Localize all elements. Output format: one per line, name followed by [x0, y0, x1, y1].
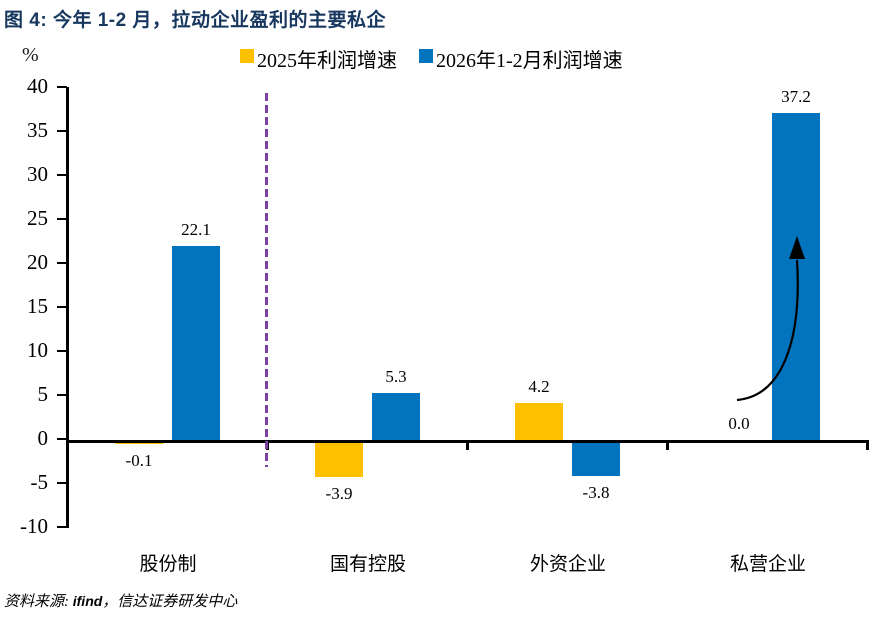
- y-axis-tick: [57, 130, 67, 132]
- y-axis-tick-label: 0: [37, 426, 49, 450]
- x-axis-category-label: 私营企业: [729, 554, 806, 575]
- legend-label: 2025年利润增速: [257, 50, 397, 72]
- bar-value-label: 22.1: [181, 219, 211, 239]
- y-axis-tick: [57, 526, 67, 528]
- bar-value-label: 37.2: [781, 86, 811, 106]
- bar-value-label: -3.8: [582, 483, 610, 503]
- y-axis-tick-label: 25: [27, 206, 48, 230]
- y-axis-tick: [57, 394, 67, 396]
- bar-value-label: 5.3: [385, 367, 407, 387]
- y-axis-tick-label: 15: [27, 294, 48, 318]
- bar-value-label: -3.9: [325, 484, 353, 504]
- y-axis-tick-label: -5: [30, 470, 49, 494]
- bar-series1-cat3: [772, 112, 820, 440]
- source-note: 资料来源: ifind，信达证券研发中心: [4, 590, 237, 611]
- y-axis-tick: [57, 218, 67, 220]
- source-name: ifind: [72, 593, 103, 609]
- legend-swatch-icon: [419, 49, 433, 63]
- source-prefix: 资料来源:: [4, 594, 73, 610]
- y-axis-tick: [57, 438, 67, 440]
- x-axis-tick: [666, 440, 669, 450]
- y-axis-tick-label: 5: [37, 382, 49, 406]
- x-axis-tick: [866, 440, 869, 450]
- x-axis-category-label: 股份制: [139, 554, 197, 575]
- bar-value-label: -0.1: [125, 450, 153, 470]
- y-axis-line: [66, 87, 69, 528]
- y-axis-tick: [57, 262, 67, 264]
- y-axis-tick-label: 20: [27, 250, 48, 274]
- x-axis-category-label: 国有控股: [329, 554, 406, 575]
- legend-item-1[interactable]: 2026年1-2月利润增速: [419, 44, 623, 73]
- y-axis-tick-label: 35: [27, 118, 48, 142]
- y-axis-unit-label: %: [22, 44, 39, 66]
- x-axis-tick: [466, 440, 469, 450]
- y-axis-tick-label: 30: [27, 162, 48, 186]
- legend-label: 2026年1-2月利润增速: [436, 50, 623, 72]
- x-axis-category-label: 外资企业: [529, 554, 606, 575]
- source-suffix: ，信达证券研发中心: [102, 594, 238, 610]
- bar-series1-cat0: [172, 245, 220, 440]
- y-axis-tick: [57, 86, 67, 88]
- legend-swatch-icon: [240, 49, 254, 63]
- legend-item-0[interactable]: 2025年利润增速: [240, 44, 397, 73]
- y-axis-tick: [57, 174, 67, 176]
- bar-series0-cat2: [515, 403, 563, 440]
- bar-series0-cat0: [115, 443, 163, 444]
- growth-arrow-icon: [712, 226, 827, 416]
- bar-value-label: 0.0: [728, 414, 750, 433]
- y-axis-tick: [57, 350, 67, 352]
- bar-series1-cat1: [372, 393, 420, 440]
- bar-series0-cat1: [315, 443, 363, 478]
- chart-title: 图 4: 今年 1-2 月，拉动企业盈利的主要私企: [4, 10, 386, 31]
- y-axis-tick: [57, 306, 67, 308]
- dashed-separator-line: [265, 93, 268, 467]
- chart-legend: 2025年利润增速 2026年1-2月利润增速: [240, 44, 623, 73]
- bar-value-label: 4.2: [528, 377, 550, 397]
- y-axis-tick-label: 40: [27, 74, 48, 98]
- y-axis-tick-label: -10: [20, 514, 48, 538]
- y-axis-tick: [57, 482, 67, 484]
- y-axis-tick-label: 10: [27, 338, 48, 362]
- bar-series1-cat2: [572, 443, 620, 477]
